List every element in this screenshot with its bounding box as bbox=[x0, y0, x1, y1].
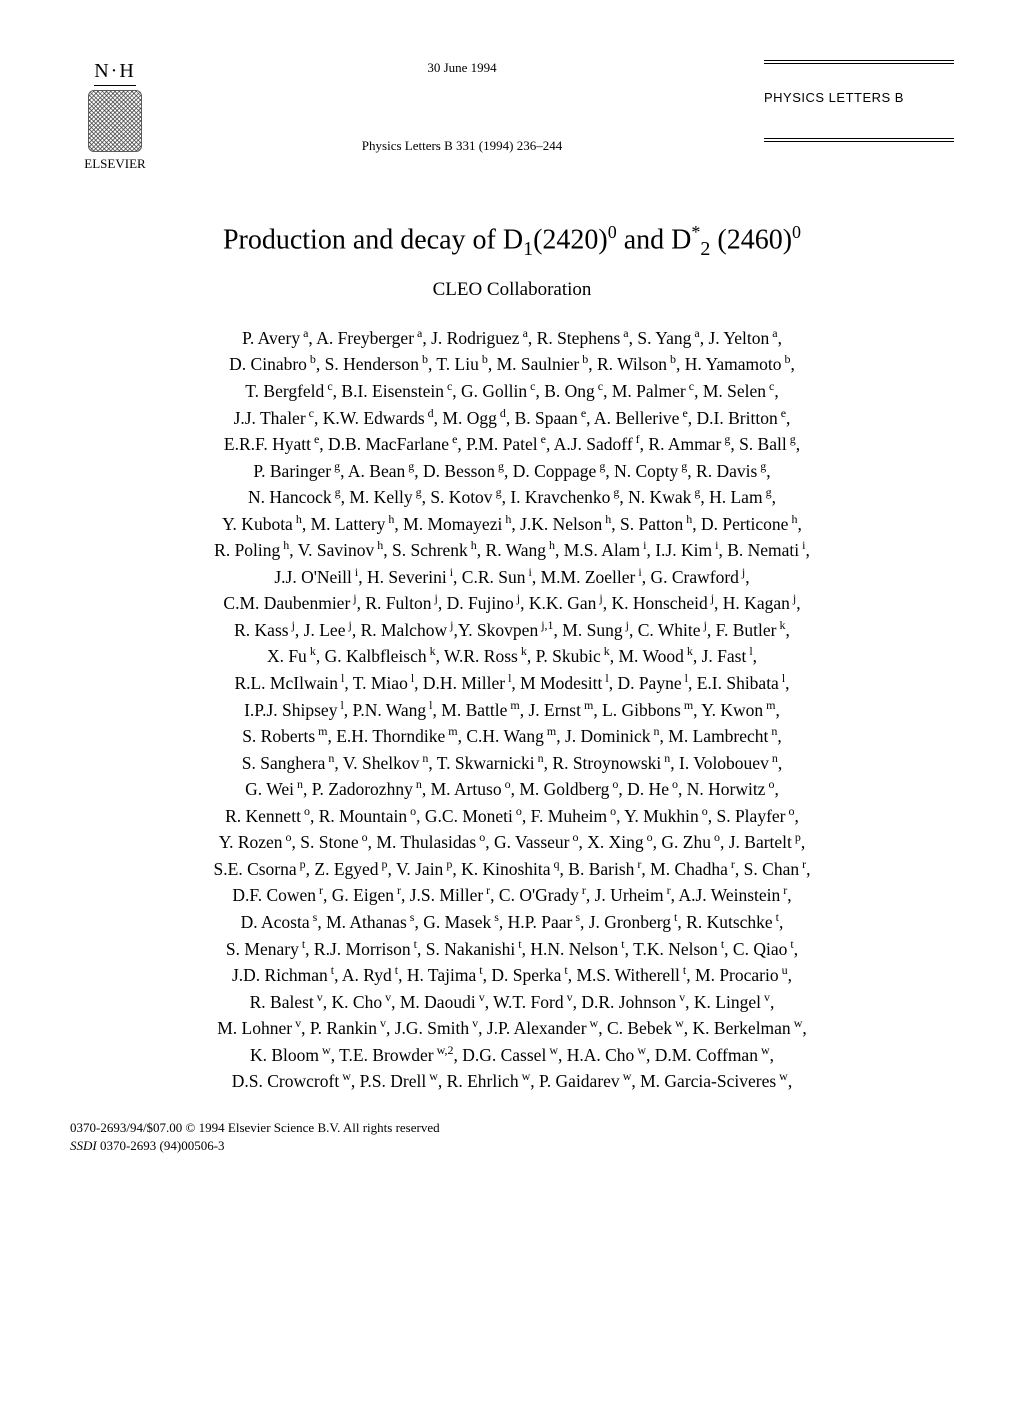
header-center: 30 June 1994 Physics Letters B 331 (1994… bbox=[160, 60, 764, 154]
journal-name: PHYSICS LETTERS B bbox=[764, 90, 954, 105]
publisher-name: ELSEVIER bbox=[70, 156, 160, 172]
collaboration-name: CLEO Collaboration bbox=[70, 279, 954, 301]
page-header: N·H ELSEVIER 30 June 1994 Physics Letter… bbox=[70, 60, 954, 172]
ssdi-label: SSDI bbox=[70, 1138, 97, 1153]
header-right: PHYSICS LETTERS B bbox=[764, 60, 954, 168]
ssdi-value: 0370-2693 (94)00506-3 bbox=[97, 1138, 225, 1153]
copyright-line: 0370-2693/94/$07.00 © 1994 Elsevier Scie… bbox=[70, 1119, 954, 1137]
bottom-rule bbox=[764, 138, 954, 142]
article-title: Production and decay of D1(2420)0 and D*… bbox=[70, 222, 954, 261]
top-rule bbox=[764, 60, 954, 64]
publisher-logo-block: N·H ELSEVIER bbox=[70, 60, 160, 172]
ssdi-line: SSDI 0370-2693 (94)00506-3 bbox=[70, 1137, 954, 1155]
logo-initials: N·H bbox=[94, 60, 136, 86]
page-footer: 0370-2693/94/$07.00 © 1994 Elsevier Scie… bbox=[70, 1119, 954, 1155]
publication-date: 30 June 1994 bbox=[160, 60, 764, 76]
publisher-crest-icon bbox=[88, 90, 142, 152]
journal-citation: Physics Letters B 331 (1994) 236–244 bbox=[160, 138, 764, 154]
author-list: P. Avery a, A. Freyberger a, J. Rodrigue… bbox=[78, 325, 946, 1095]
